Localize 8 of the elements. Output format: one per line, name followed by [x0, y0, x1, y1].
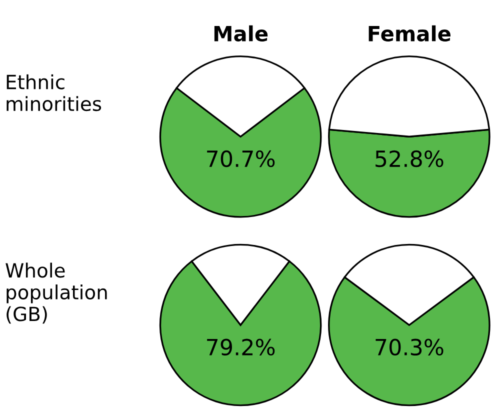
- data-label: 52.8%: [376, 150, 444, 168]
- data-label: 70.7%: [207, 150, 275, 168]
- text: Whole population (GB): [6, 262, 107, 324]
- data-label: 79.2%: [207, 338, 275, 356]
- chart-title: Male: [214, 25, 268, 42]
- text: Ethnic minorities: [6, 74, 102, 112]
- data-label: 70.3%: [376, 338, 444, 356]
- chart-title: Female: [368, 25, 450, 42]
